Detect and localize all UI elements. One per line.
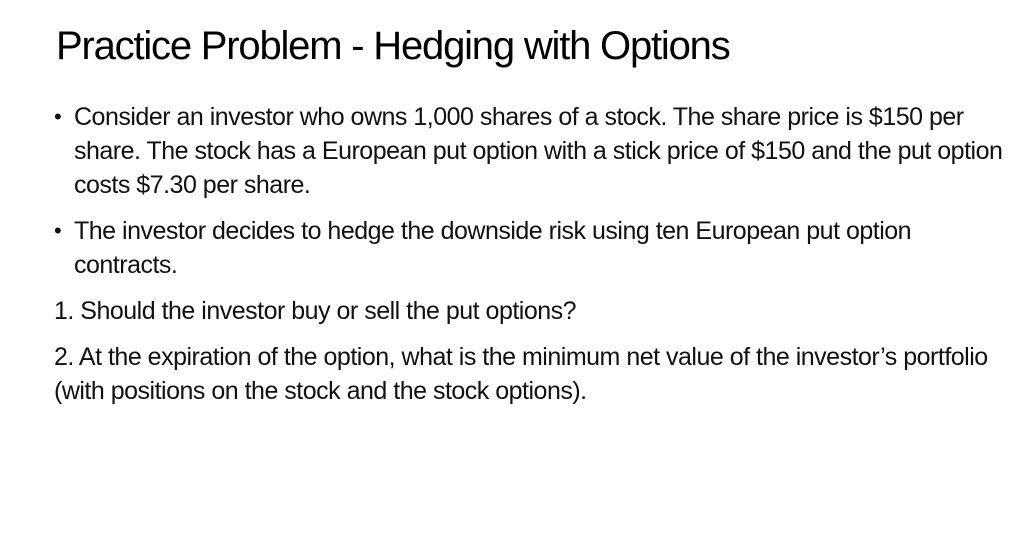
question-2: 2. At the expiration of the option, what… [54,343,988,405]
bullet-item: • The investor decides to hedge the down… [54,214,1004,282]
slide-title: Practice Problem - Hedging with Options [56,24,731,68]
bullet-dot-icon: • [54,104,62,129]
slide-body: • Consider an investor who owns 1,000 sh… [54,100,1004,420]
bullet-item: • Consider an investor who owns 1,000 sh… [54,100,1004,202]
question-1: 1. Should the investor buy or sell the p… [54,297,577,325]
bullet-dot-icon: • [54,218,62,243]
bullet-text: The investor decides to hedge the downsi… [74,217,912,279]
bullet-text: Consider an investor who owns 1,000 shar… [74,103,1003,199]
